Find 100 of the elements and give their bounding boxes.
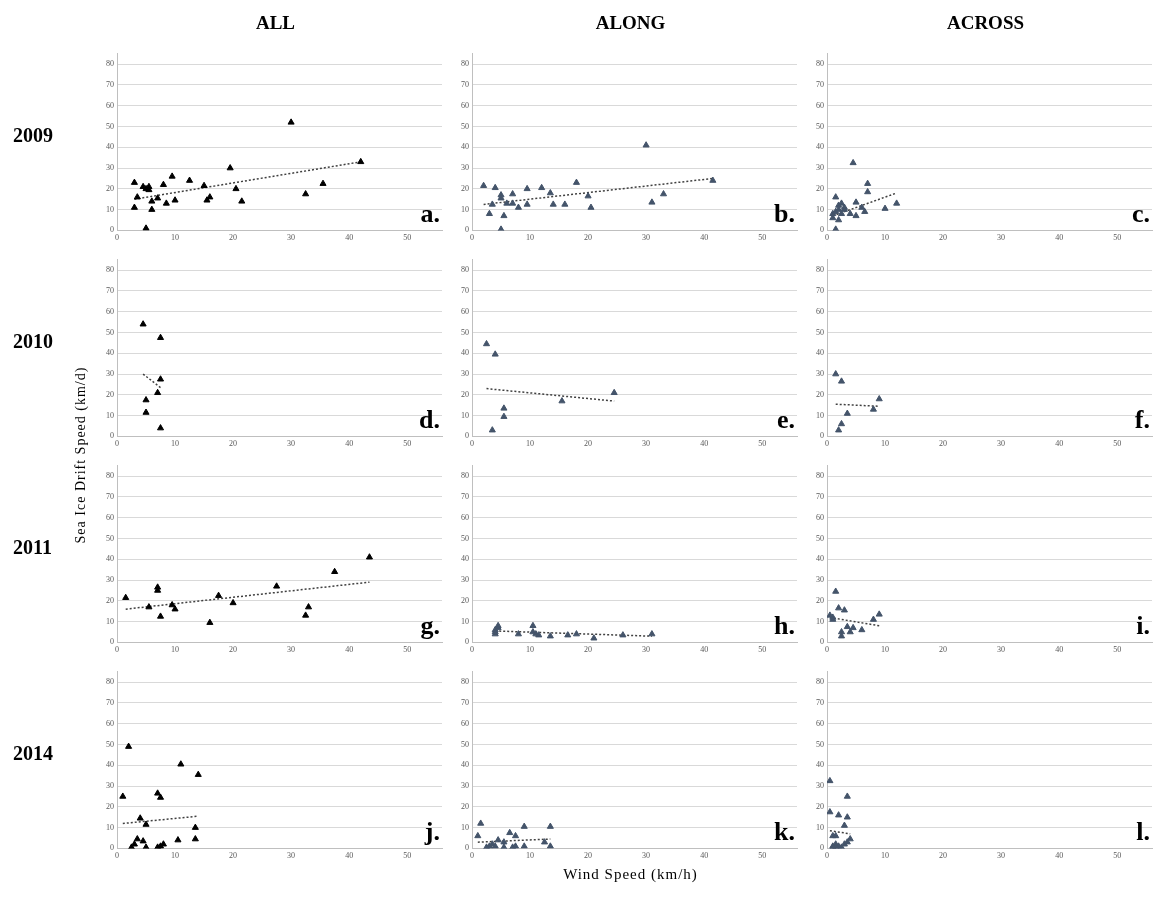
x-tick-label: 50 [403, 439, 412, 449]
annotation: j. [423, 817, 440, 847]
y-tick-label: 30 [106, 781, 114, 791]
x-tick-label: 30 [287, 233, 296, 243]
y-tick-label: 50 [461, 533, 469, 543]
x-tick-label: 20 [939, 645, 948, 655]
y-tick-label: 70 [106, 80, 114, 90]
y-tick-label: 50 [106, 739, 114, 749]
chart-title: ALL [254, 12, 297, 34]
x-tick-label: 40 [1055, 645, 1064, 655]
x-tick-label: 30 [287, 851, 296, 861]
y-tick-label: 0 [820, 843, 824, 853]
x-tick-label: 50 [758, 851, 767, 861]
y-tick-label: 20 [816, 595, 824, 605]
y-tick-label: 10 [816, 616, 824, 626]
x-tick-label: 50 [1113, 645, 1122, 655]
y-tick-label: 60 [106, 718, 114, 728]
y-tick-label: 20 [461, 595, 469, 605]
y-tick-label: 10 [106, 204, 114, 214]
chart-title: ALONG [594, 12, 667, 34]
x-tick-label: 50 [1113, 233, 1122, 243]
y-tick-label: 20 [816, 801, 824, 811]
y-tick-label: 40 [461, 554, 469, 564]
y-tick-label: 40 [816, 760, 824, 770]
y-tick-label: 0 [110, 431, 114, 441]
y-tick-label: 80 [461, 677, 469, 687]
y-tick-label: 40 [461, 760, 469, 770]
x-tick-label: 40 [345, 851, 354, 861]
x-tick-label: 10 [526, 851, 535, 861]
y-tick-label: 10 [461, 822, 469, 832]
y-tick-label: 60 [106, 306, 114, 316]
y-tick-label: 50 [461, 739, 469, 749]
y-tick-label: 10 [816, 410, 824, 420]
annotation: b. [774, 199, 795, 229]
y-tick-label: 80 [106, 677, 114, 687]
x-tick-label: 20 [939, 439, 948, 449]
y-tick-label: 10 [106, 822, 114, 832]
y-tick-label: 80 [461, 471, 469, 481]
x-tick-label: 40 [1055, 439, 1064, 449]
y-axis-title: Sea Ice Drift Speed (km/d) [73, 366, 89, 544]
y-tick-label: 0 [465, 637, 469, 647]
x-tick-label: 10 [881, 439, 890, 449]
annotation: i. [1136, 611, 1150, 641]
y-tick-label: 30 [816, 781, 824, 791]
y-tick-label: 0 [820, 225, 824, 235]
y-tick-label: 10 [461, 616, 469, 626]
y-tick-label: 20 [461, 389, 469, 399]
y-tick-label: 0 [110, 225, 114, 235]
x-tick-label: 30 [642, 439, 651, 449]
y-tick-label: 30 [461, 369, 469, 379]
y-tick-label: 20 [106, 595, 114, 605]
x-tick-label: 10 [881, 645, 890, 655]
annotation: c. [1131, 199, 1150, 229]
y-tick-label: 0 [110, 843, 114, 853]
x-tick-label: 10 [881, 233, 890, 243]
y-tick-label: 70 [461, 492, 469, 502]
annotation: e. [776, 405, 795, 435]
y-tick-label: 50 [816, 121, 824, 131]
y-tick-label: 0 [465, 843, 469, 853]
x-tick-label: 20 [939, 851, 948, 861]
y-tick-label: 20 [106, 389, 114, 399]
y-tick-label: 10 [106, 410, 114, 420]
x-tick-label: 20 [584, 645, 593, 655]
x-tick-label: 10 [526, 645, 535, 655]
y-tick-label: 40 [816, 554, 824, 564]
y-tick-label: 80 [106, 265, 114, 275]
text: 2011 [13, 536, 53, 559]
y-tick-label: 60 [461, 100, 469, 110]
y-tick-label: 30 [106, 369, 114, 379]
x-tick-label: 20 [229, 233, 238, 243]
y-tick-label: 50 [106, 121, 114, 131]
y-tick-label: 70 [816, 80, 824, 90]
y-tick-label: 30 [106, 163, 114, 173]
y-tick-label: 60 [816, 512, 824, 522]
y-tick-label: 80 [816, 471, 824, 481]
x-tick-label: 40 [345, 233, 354, 243]
y-tick-label: 30 [816, 163, 824, 173]
chart-title: ACROSS [945, 12, 1026, 34]
x-tick-label: 50 [1113, 851, 1122, 861]
y-tick-label: 10 [461, 204, 469, 214]
y-tick-label: 80 [816, 677, 824, 687]
y-tick-label: 70 [816, 492, 824, 502]
x-tick-label: 30 [287, 645, 296, 655]
y-tick-label: 40 [106, 142, 114, 152]
annotation: g. [420, 611, 440, 641]
text: 2009 [13, 124, 54, 147]
y-tick-label: 40 [106, 348, 114, 358]
x-tick-label: 40 [1055, 851, 1064, 861]
y-tick-label: 20 [106, 801, 114, 811]
annotation: l. [1136, 817, 1150, 847]
x-tick-label: 40 [1055, 233, 1064, 243]
y-tick-label: 70 [106, 286, 114, 296]
y-tick-label: 30 [461, 163, 469, 173]
x-tick-label: 40 [700, 439, 709, 449]
y-tick-label: 70 [106, 492, 114, 502]
x-tick-label: 20 [584, 439, 593, 449]
annotation: h. [774, 611, 795, 641]
y-tick-label: 20 [461, 183, 469, 193]
x-tick-label: 20 [584, 233, 593, 243]
y-tick-label: 50 [816, 327, 824, 337]
